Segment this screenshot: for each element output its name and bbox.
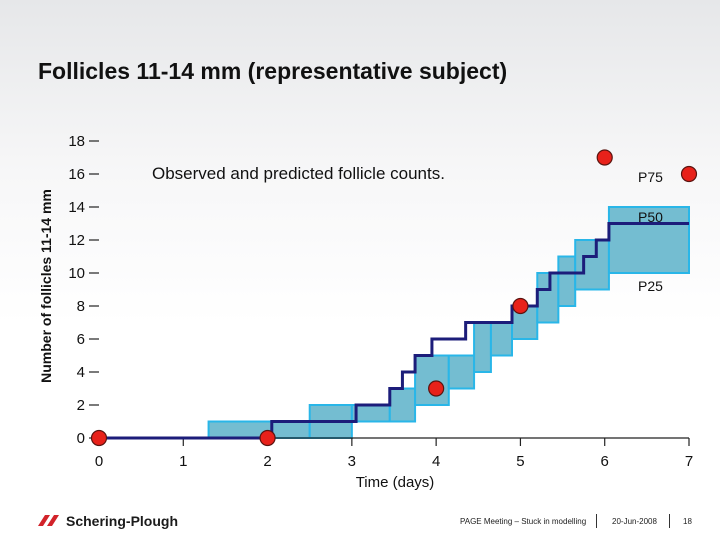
prediction-band (207, 206, 691, 439)
chart-annotation: Observed and predicted follicle counts. (152, 164, 445, 183)
median-line-layer (99, 222, 689, 440)
band-step (607, 206, 691, 274)
y-tick-label: 16 (68, 166, 85, 183)
band-step (473, 321, 492, 373)
logo-text: Schering-Plough (66, 513, 178, 529)
observed-points (90, 149, 698, 447)
y-tick-label: 4 (77, 364, 85, 381)
page-number: 18 (683, 517, 692, 526)
logo-mark-icon (38, 515, 59, 526)
company-logo: Schering-Plough (36, 512, 178, 530)
slide-title: Follicles 11-14 mm (representative subje… (38, 58, 508, 84)
y-tick-label: 8 (77, 298, 85, 315)
y-tick-label: 12 (68, 232, 85, 249)
x-axis-label: Time (days) (356, 474, 435, 491)
observed-point (680, 165, 698, 183)
observed-point (512, 297, 529, 315)
y-tick-label: 6 (77, 331, 85, 348)
band-step (489, 321, 513, 357)
y-tick-label: 10 (68, 265, 85, 282)
band-step (574, 239, 610, 291)
x-tick-label: 5 (516, 453, 524, 470)
observed-point (90, 429, 108, 447)
chart-labels: Observed and predicted follicle counts. … (38, 164, 663, 491)
band-step (536, 272, 560, 324)
x-tick-label: 1 (179, 453, 187, 470)
observed-point (259, 429, 276, 447)
band-step (557, 255, 577, 307)
observed-point (596, 149, 613, 166)
band-step (447, 354, 476, 390)
y-tick-label: 0 (77, 430, 85, 447)
band-step (414, 354, 450, 406)
footer-divider (669, 514, 670, 528)
footer-meeting: PAGE Meeting – Stuck in modelling (460, 517, 587, 526)
footer-divider (596, 514, 597, 528)
x-tick-label: 3 (348, 453, 356, 470)
y-tick-label: 2 (77, 397, 85, 414)
observed-point (428, 380, 445, 397)
y-tick-label: 18 (68, 133, 85, 150)
label-p50: P50 (638, 209, 663, 225)
x-tick-label: 4 (432, 453, 440, 470)
footer-date: 20-Jun-2008 (612, 517, 657, 526)
series-line-p50 (99, 222, 689, 440)
x-tick-label: 0 (95, 453, 103, 470)
label-p75: P75 (638, 169, 663, 185)
x-tick-label: 2 (263, 453, 271, 470)
x-tick-label: 7 (685, 453, 693, 470)
band-step (270, 420, 311, 439)
label-p25: P25 (638, 278, 663, 294)
band-step (388, 387, 417, 423)
x-tick-label: 6 (601, 453, 609, 470)
y-tick-label: 14 (68, 199, 85, 216)
y-axis-label: Number of follicles 11-14 mm (38, 189, 54, 383)
